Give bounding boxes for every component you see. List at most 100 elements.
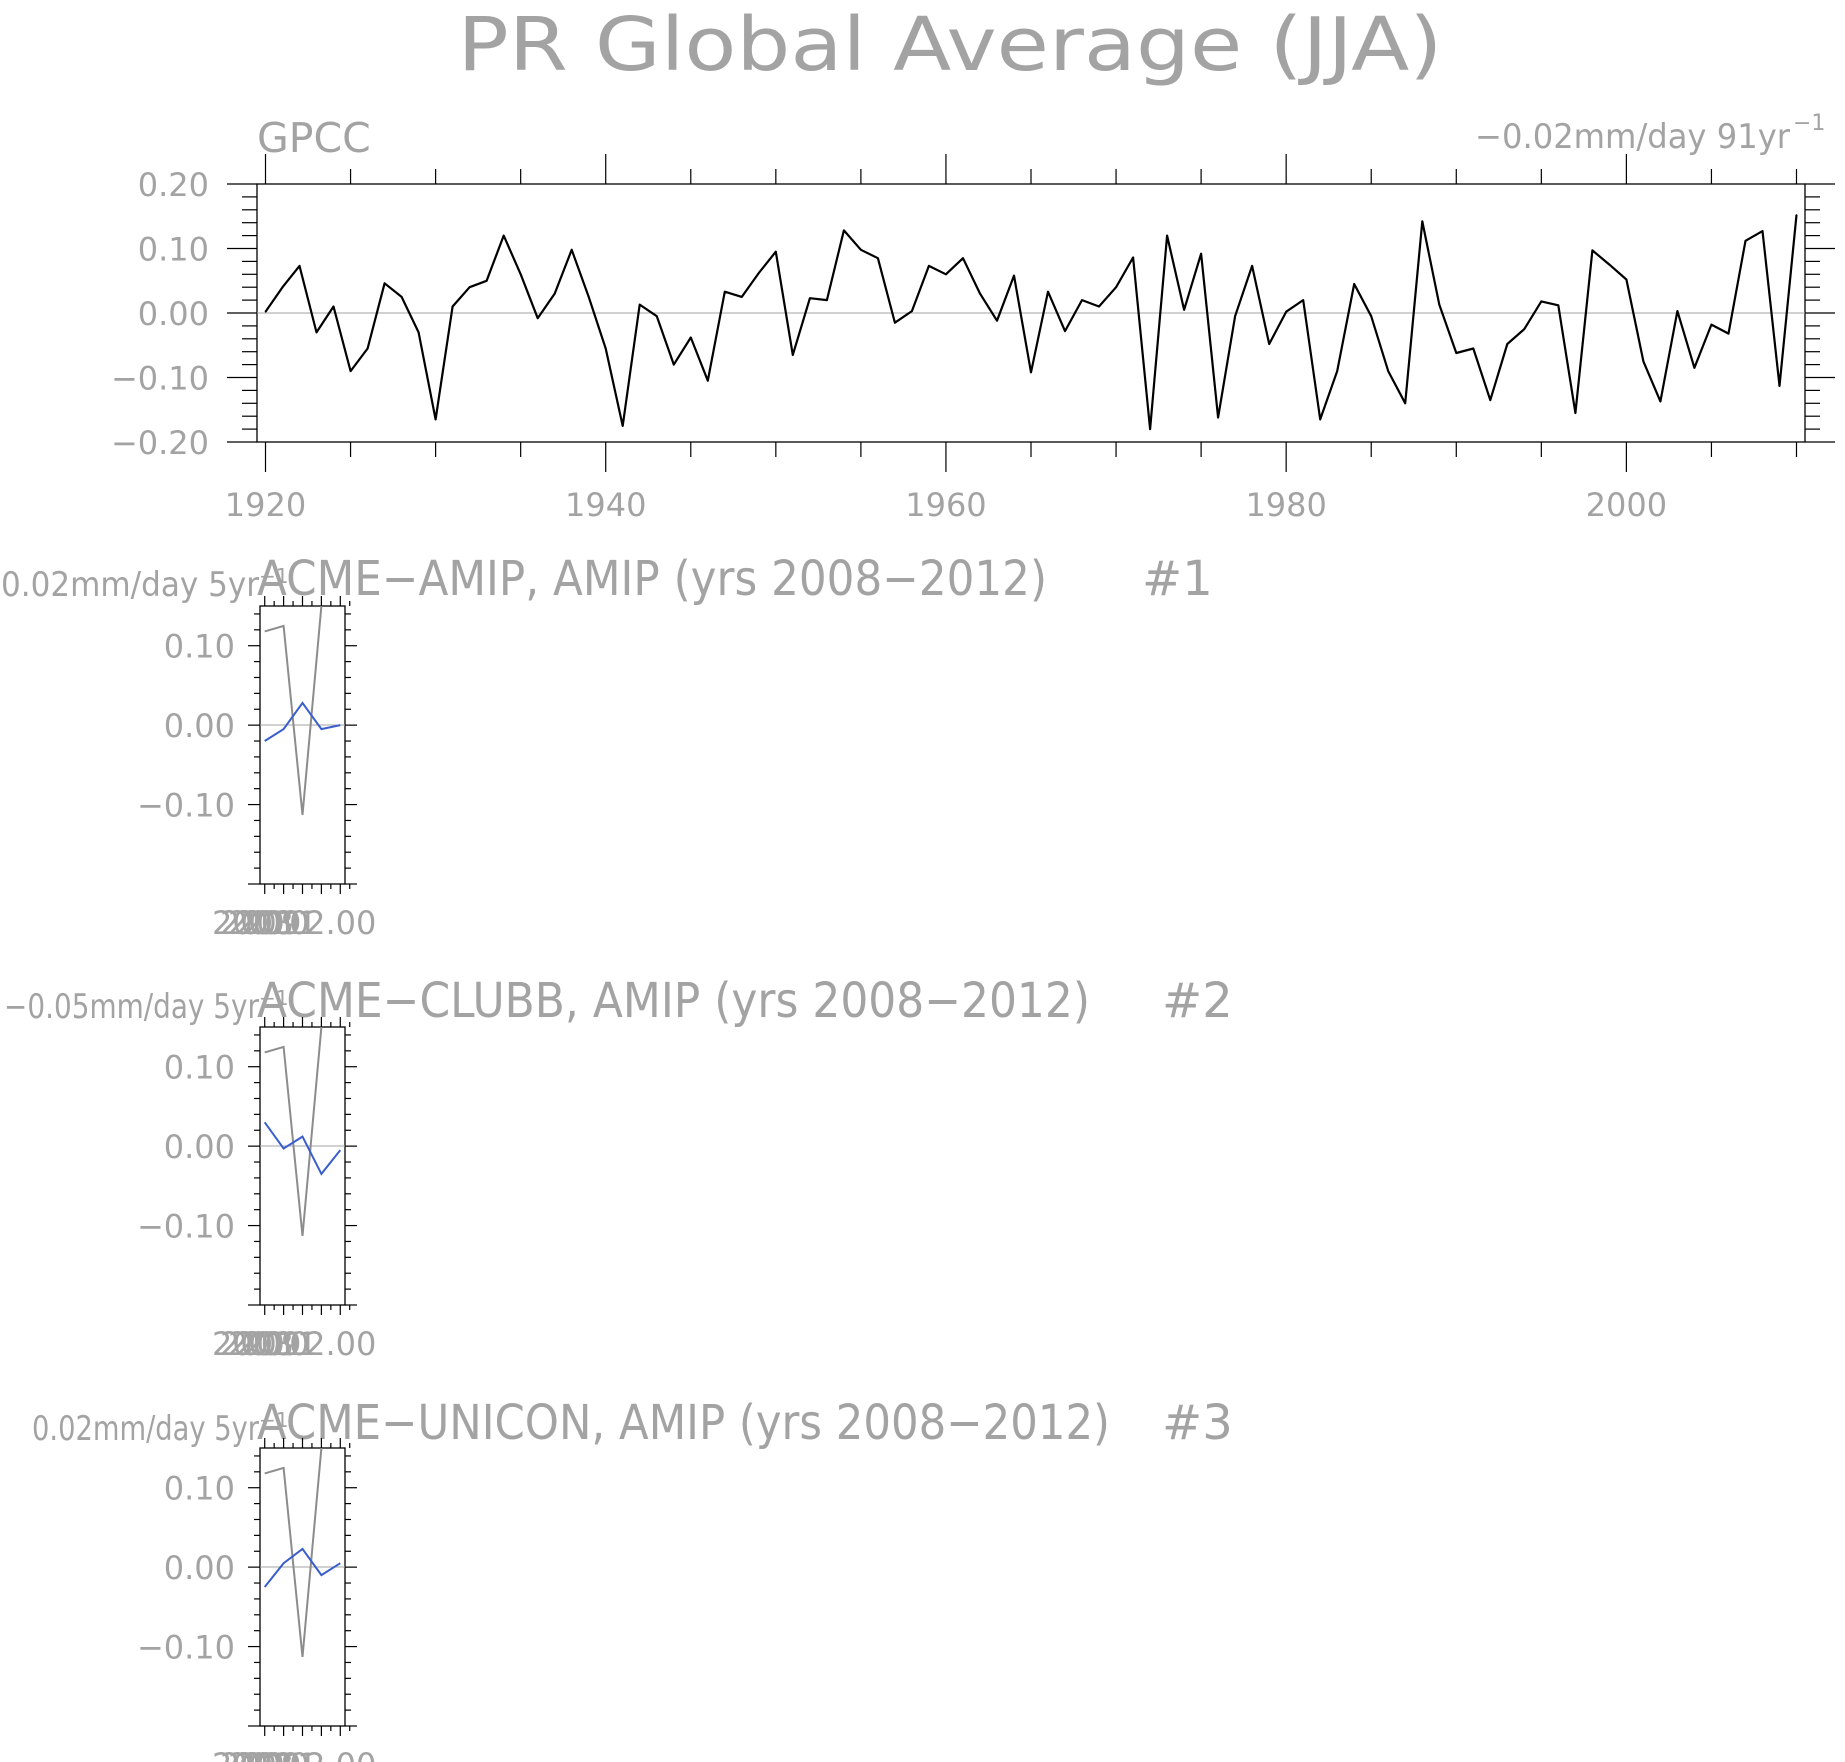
acme-amip-trend-label: 0.02mm/day 5yr bbox=[1, 565, 259, 605]
gpcc-data-point bbox=[1523, 328, 1526, 330]
gpcc-data-point bbox=[621, 425, 624, 427]
gpcc-data-point bbox=[1319, 418, 1321, 421]
gpcc-data-point bbox=[1642, 360, 1645, 363]
gpcc-data-point bbox=[1761, 230, 1764, 232]
gpcc-data-point bbox=[1132, 256, 1134, 259]
acme-amip-y-tick-labels: 0.10 0.00 −0.10 bbox=[137, 628, 235, 825]
acme-amip-plot-frame bbox=[259, 605, 346, 885]
gpcc-data-point bbox=[1370, 315, 1373, 318]
acme-amip-model-line bbox=[264, 701, 341, 742]
gpcc-data-point bbox=[1727, 332, 1730, 335]
acme-unicon-gpcc-line bbox=[264, 1447, 323, 1657]
gpcc-data-point bbox=[979, 292, 981, 295]
gpcc-y-tick-label: 0.20 bbox=[138, 166, 209, 204]
gpcc-data-point bbox=[1795, 214, 1798, 216]
gpcc-data-point bbox=[1251, 265, 1253, 267]
gpcc-x-tick-labels: 1920 1940 1960 1980 2000 bbox=[225, 486, 1667, 524]
gpcc-data-point bbox=[1608, 263, 1611, 266]
acme-unicon-model-line bbox=[263, 1547, 341, 1588]
gpcc-y-tick-labels: 0.20 0.10 0.00 −0.10 −0.20 bbox=[111, 166, 209, 462]
gpcc-data-point bbox=[724, 290, 726, 293]
gpcc-data-point bbox=[264, 310, 267, 313]
gpcc-data-point bbox=[1183, 308, 1185, 311]
acme-unicon-panel: 0.02mm/day 5yr −1 ACME−UNICON, AMIP (yrs… bbox=[32, 1395, 1233, 1762]
gpcc-data-point bbox=[1404, 402, 1407, 405]
gpcc-data-point bbox=[1489, 399, 1492, 401]
gpcc-data-point bbox=[587, 296, 590, 298]
gpcc-trend-label: −0.02mm/day 91yr bbox=[1475, 117, 1790, 157]
acme-clubb-plot-frame bbox=[259, 1026, 346, 1306]
acme-unicon-x-tick-label: 2012.00 bbox=[244, 1746, 376, 1762]
acme-clubb-trend-label: −0.05mm/day 5yr bbox=[4, 987, 259, 1027]
acme-unicon-axis-ticks bbox=[248, 1438, 357, 1736]
gpcc-data-point bbox=[1455, 352, 1458, 354]
gpcc-data-point bbox=[1557, 304, 1560, 307]
gpcc-data-point bbox=[911, 310, 913, 312]
acme-unicon-y-tick-labels: 0.10 0.00 −0.10 bbox=[137, 1470, 235, 1667]
gpcc-data-point bbox=[468, 286, 471, 289]
gpcc-data-point bbox=[383, 282, 386, 285]
gpcc-data-point bbox=[860, 248, 862, 251]
gpcc-data-point bbox=[570, 248, 573, 251]
acme-unicon-panel-number: #3 bbox=[1162, 1395, 1233, 1451]
gpcc-data-point bbox=[1030, 371, 1032, 374]
gpcc-data-point bbox=[843, 229, 845, 232]
gpcc-series-line bbox=[264, 214, 1798, 431]
gpcc-data-point bbox=[1540, 300, 1543, 303]
acme-clubb-y-tick-label: −0.10 bbox=[137, 1208, 235, 1246]
gpcc-x-tick-label: 1980 bbox=[1245, 486, 1326, 524]
gpcc-data-point bbox=[1710, 323, 1713, 326]
gpcc-data-point bbox=[1625, 278, 1628, 281]
gpcc-data-point bbox=[638, 303, 641, 306]
acme-clubb-panel-label: ACME−CLUBB, AMIP (yrs 2008−2012) bbox=[257, 973, 1090, 1029]
acme-unicon-x-tick-label: 2009 bbox=[220, 1746, 301, 1762]
gpcc-data-point bbox=[945, 273, 947, 276]
gpcc-data-point bbox=[1302, 299, 1304, 301]
acme-unicon-plot-frame bbox=[259, 1447, 346, 1727]
gpcc-data-point bbox=[1234, 315, 1236, 318]
gpcc-data-point bbox=[1047, 290, 1049, 293]
gpcc-data-point bbox=[894, 321, 896, 324]
gpcc-data-points bbox=[264, 214, 1798, 430]
gpcc-data-point bbox=[1744, 239, 1747, 242]
acme-amip-panel: 0.02mm/day 5yr −1 ACME−AMIP, AMIP (yrs 2… bbox=[1, 551, 1213, 942]
gpcc-data-point bbox=[536, 317, 539, 319]
acme-amip-axis-ticks bbox=[248, 596, 357, 894]
gpcc-data-point bbox=[1421, 220, 1424, 223]
gpcc-data-point bbox=[792, 354, 794, 356]
acme-clubb-y-tick-label: 0.10 bbox=[164, 1049, 235, 1087]
gpcc-data-point bbox=[1693, 367, 1696, 369]
acme-amip-x-tick-label: 2012.00 bbox=[244, 904, 376, 942]
gpcc-data-point bbox=[553, 292, 556, 295]
gpcc-y-tick-label: 0.10 bbox=[138, 231, 209, 269]
gpcc-data-point bbox=[1438, 303, 1441, 306]
acme-unicon-y-tick-label: 0.00 bbox=[164, 1549, 235, 1587]
acme-clubb-y-tick-label: 0.00 bbox=[164, 1128, 235, 1166]
gpcc-data-point bbox=[689, 336, 692, 339]
acme-clubb-panel: −0.05mm/day 5yr −1 ACME−CLUBB, AMIP (yrs… bbox=[4, 973, 1233, 1363]
gpcc-panel-label: GPCC bbox=[257, 114, 371, 162]
gpcc-trend-exponent: −1 bbox=[1793, 111, 1825, 136]
gpcc-axis-ticks bbox=[227, 154, 1835, 472]
acme-clubb-model-line bbox=[263, 1121, 342, 1176]
gpcc-data-point bbox=[1387, 370, 1390, 372]
gpcc-data-point bbox=[877, 257, 879, 259]
gpcc-data-point bbox=[758, 272, 760, 274]
gpcc-data-point bbox=[826, 299, 828, 301]
acme-amip-y-tick-label: 0.00 bbox=[164, 707, 235, 745]
acme-amip-gpcc-line bbox=[264, 605, 323, 815]
acme-clubb-y-tick-labels: 0.10 0.00 −0.10 bbox=[137, 1049, 235, 1246]
gpcc-data-point bbox=[451, 305, 454, 308]
acme-clubb-gpcc-line bbox=[264, 1026, 323, 1236]
gpcc-data-point bbox=[775, 250, 777, 253]
acme-clubb-axis-ticks bbox=[248, 1017, 357, 1315]
acme-unicon-x-tick-label: 2011 bbox=[236, 1746, 317, 1762]
acme-clubb-panel-number: #2 bbox=[1162, 973, 1233, 1029]
acme-amip-x-tick-label: 2008 bbox=[212, 904, 293, 942]
acme-clubb-x-tick-label: 2011 bbox=[236, 1325, 317, 1363]
acme-amip-x-tick-label: 2009 bbox=[220, 904, 301, 942]
acme-unicon-trend-label: 0.02mm/day 5yr bbox=[32, 1409, 259, 1449]
gpcc-data-point bbox=[366, 347, 369, 350]
